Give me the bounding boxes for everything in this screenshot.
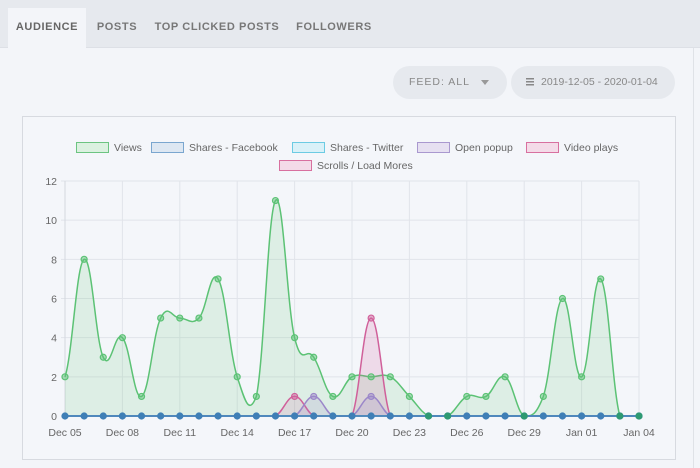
- legend-label: Shares - Twitter: [330, 142, 404, 154]
- svg-text:2: 2: [51, 372, 57, 384]
- svg-text:Jan 04: Jan 04: [623, 427, 655, 439]
- legend-item-shares-twitter[interactable]: Shares - Twitter: [292, 142, 403, 154]
- tab-top-clicked-posts[interactable]: TOP CLICKED POSTS: [154, 21, 280, 33]
- date-range-label: 2019-12-05 - 2020-01-04: [541, 76, 658, 88]
- legend-label: Open popup: [455, 142, 513, 154]
- tab-bar: AUDIENCE POSTS TOP CLICKED POSTS FOLLOWE…: [0, 0, 700, 48]
- svg-text:Dec 17: Dec 17: [278, 427, 311, 439]
- legend-label: Video plays: [564, 142, 619, 154]
- divider: [693, 48, 694, 468]
- svg-text:Dec 11: Dec 11: [164, 427, 197, 439]
- svg-text:Dec 14: Dec 14: [221, 427, 254, 439]
- svg-text:Dec 05: Dec 05: [48, 427, 81, 439]
- svg-text:Dec 20: Dec 20: [335, 427, 368, 439]
- legend-label: Shares - Facebook: [189, 142, 278, 154]
- tab-posts[interactable]: POSTS: [96, 21, 138, 33]
- legend-swatch-video-plays: [526, 142, 559, 153]
- legend-item-video-plays[interactable]: Video plays: [526, 142, 618, 154]
- svg-text:4: 4: [51, 333, 57, 345]
- legend-label: Views: [114, 142, 142, 154]
- svg-text:Dec 29: Dec 29: [508, 427, 541, 439]
- svg-text:0: 0: [51, 411, 57, 423]
- svg-text:Jan 01: Jan 01: [566, 427, 598, 439]
- legend-swatch-scrolls-load-mores: [279, 160, 312, 171]
- feed-filter-dropdown[interactable]: FEED: ALL: [393, 66, 507, 99]
- date-range-picker[interactable]: 2019-12-05 - 2020-01-04: [511, 66, 675, 99]
- svg-text:Dec 23: Dec 23: [393, 427, 426, 439]
- svg-text:12: 12: [45, 176, 57, 188]
- svg-text:10: 10: [45, 215, 57, 227]
- feed-filter-label: FEED: ALL: [409, 76, 470, 88]
- svg-text:Dec 26: Dec 26: [450, 427, 483, 439]
- legend-item-shares-facebook[interactable]: Shares - Facebook: [151, 142, 278, 154]
- legend-label: Scrolls / Load Mores: [317, 160, 413, 172]
- svg-text:8: 8: [51, 254, 57, 266]
- chart-panel: [22, 116, 676, 460]
- calendar-icon: [526, 78, 534, 87]
- legend-swatch-views: [76, 142, 109, 153]
- legend-item-open-popup[interactable]: Open popup: [417, 142, 513, 154]
- svg-text:Dec 08: Dec 08: [106, 427, 139, 439]
- svg-text:6: 6: [51, 294, 57, 306]
- legend-item-views[interactable]: Views: [76, 142, 142, 154]
- legend-swatch-open-popup: [417, 142, 450, 153]
- legend-swatch-shares-twitter: [292, 142, 325, 153]
- legend-swatch-shares-facebook: [151, 142, 184, 153]
- tab-audience[interactable]: AUDIENCE: [8, 8, 86, 48]
- legend-item-scrolls-load-mores[interactable]: Scrolls / Load Mores: [279, 160, 413, 172]
- tab-followers[interactable]: FOLLOWERS: [296, 21, 372, 33]
- caret-down-icon: [481, 80, 489, 85]
